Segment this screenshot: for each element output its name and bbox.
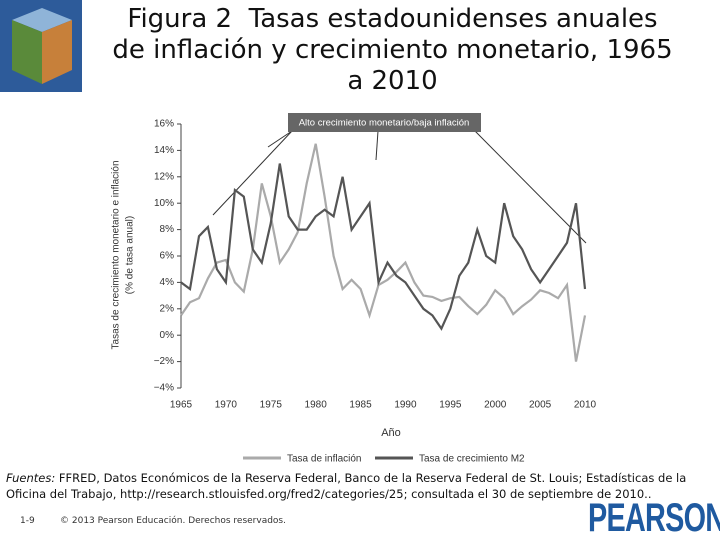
x-tick-label: 1980 bbox=[305, 400, 328, 411]
x-tick-label: 2010 bbox=[574, 400, 597, 411]
page-number: 1-9 bbox=[20, 516, 35, 526]
y-axis-title: (% de tasa anual) bbox=[125, 216, 136, 294]
y-tick-label: −4% bbox=[154, 383, 174, 394]
x-tick-label: 1975 bbox=[260, 400, 283, 411]
y-tick-label: 12% bbox=[154, 171, 174, 182]
cube-logo bbox=[0, 0, 82, 92]
y-tick-label: 4% bbox=[160, 277, 175, 288]
series-line bbox=[180, 163, 587, 331]
slide-title: Figura 2 Tasas estadounidenses anuales d… bbox=[112, 4, 681, 96]
x-tick-label: 1990 bbox=[394, 400, 417, 411]
y-tick-label: 16% bbox=[154, 119, 174, 130]
annotation: Alto crecimiento monetario/baja inflació… bbox=[299, 118, 470, 129]
y-tick-label: 0% bbox=[160, 330, 175, 341]
y-tick-label: 6% bbox=[160, 251, 175, 262]
x-tick-label: 1965 bbox=[170, 400, 193, 411]
x-tick-label: 1985 bbox=[349, 400, 372, 411]
callout-box bbox=[288, 113, 481, 132]
x-tick-label: 2000 bbox=[484, 400, 507, 411]
source-note: Fuentes: FFRED, Datos Económicos de la R… bbox=[6, 470, 714, 502]
x-axis-title: Año bbox=[381, 427, 401, 439]
x-tick-label: 1995 bbox=[439, 400, 462, 411]
series-line bbox=[180, 143, 587, 362]
legend-label: Tasa de inflación bbox=[287, 454, 362, 465]
y-tick-label: 14% bbox=[154, 145, 174, 156]
x-tick-label: 1970 bbox=[215, 400, 238, 411]
y-tick-label: 8% bbox=[160, 224, 175, 235]
y-tick-label: 10% bbox=[154, 198, 174, 209]
source-text: FFRED, Datos Económicos de la Reserva Fe… bbox=[6, 471, 687, 501]
legend-label: Tasa de crecimiento M2 bbox=[419, 454, 525, 465]
source-label: Fuentes: bbox=[6, 471, 56, 485]
x-tick-label: 2005 bbox=[529, 400, 552, 411]
y-axis-title: Tasas de crecimiento monetario e inflaci… bbox=[111, 161, 122, 350]
logo: PEARSON bbox=[588, 496, 720, 540]
copyright: © 2013 Pearson Educación. Derechos reser… bbox=[60, 516, 286, 526]
y-tick-label: 2% bbox=[160, 303, 175, 314]
y-tick-label: −2% bbox=[154, 356, 174, 367]
callout-lines bbox=[212, 130, 587, 244]
